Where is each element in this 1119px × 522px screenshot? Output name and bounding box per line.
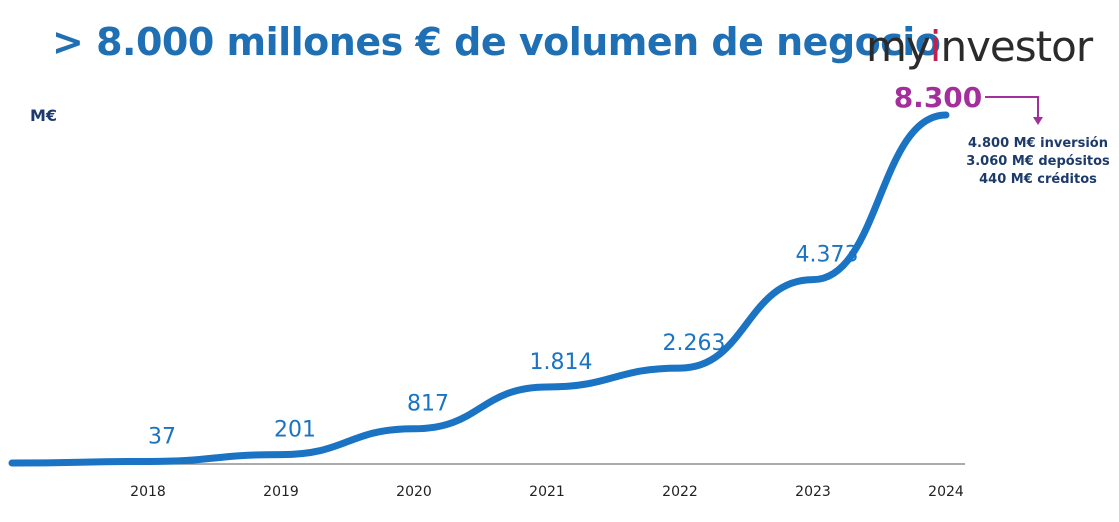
point-value-label: 201 (274, 418, 316, 443)
point-value-label: 4.373 (796, 243, 859, 268)
point-value-label: 37 (148, 424, 176, 449)
x-tick-label: 2018 (130, 484, 166, 500)
series-line (8, 111, 950, 467)
x-tick-label: 2021 (529, 484, 565, 500)
page-title: > 8.000 millones € de volumen de negocio (52, 20, 941, 64)
point-value-label: 1.814 (530, 350, 593, 375)
logo-suffix: nvestor (940, 22, 1093, 71)
annotation-arrow-head (1033, 117, 1043, 125)
highlight-value-label: 8.300 (894, 81, 983, 114)
logo-prefix: my (866, 22, 931, 71)
x-tick-label: 2023 (795, 484, 831, 500)
y-axis-unit-label: M€ (30, 106, 58, 125)
breakdown-annotation: 4.800 M€ inversión 3.060 M€ depósitos 44… (958, 135, 1118, 189)
x-tick-label: 2022 (662, 484, 698, 500)
x-tick-label: 2019 (263, 484, 299, 500)
breakdown-investment: 4.800 M€ inversión (968, 136, 1108, 151)
logo-accent: i (929, 22, 942, 71)
x-tick-label: 2020 (396, 484, 432, 500)
breakdown-credits: 440 M€ créditos (979, 172, 1097, 187)
breakdown-deposits: 3.060 M€ depósitos (966, 154, 1110, 169)
x-tick-label: 2024 (928, 484, 964, 500)
point-value-label: 2.263 (663, 331, 726, 356)
point-value-label: 817 (407, 392, 449, 417)
myinvestor-logo: myinvestor (866, 22, 1093, 71)
annotation-arrow-line (985, 96, 1039, 118)
